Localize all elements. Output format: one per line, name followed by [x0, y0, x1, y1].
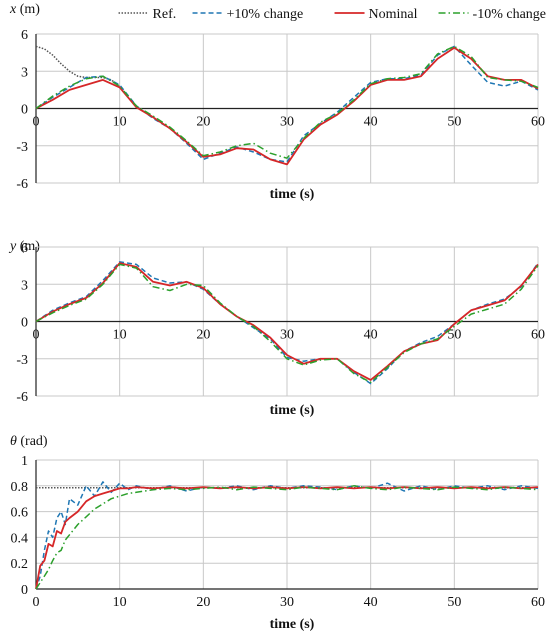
y-tick-label: -6: [16, 390, 28, 405]
x-tick-label: 20: [196, 115, 210, 130]
series-line-nominal: [35, 46, 539, 166]
x-tick-label: 50: [447, 328, 461, 343]
series-line-nominal: [35, 262, 539, 381]
y-tick-label: 0.2: [11, 557, 29, 572]
x-tick-label: 50: [447, 595, 461, 610]
x-tick-label: 60: [531, 328, 545, 343]
x-tick-label: 0: [33, 328, 40, 343]
x-axis-label: time (s): [270, 187, 315, 202]
x-tick-label: 40: [364, 115, 378, 130]
y-tick-label: -3: [16, 353, 28, 368]
x-tick-label: 40: [364, 595, 378, 610]
x-tick-label: 60: [531, 595, 545, 610]
x-tick-label: 20: [196, 595, 210, 610]
y-tick-label: 0: [21, 583, 28, 598]
x-axis-label: time (s): [270, 617, 315, 632]
x-axis-label: time (s): [270, 403, 315, 418]
y-axis-unit: (m): [16, 2, 40, 17]
y-axis-unit: (m): [16, 239, 40, 254]
y-axis-variable: y: [8, 239, 17, 254]
x-tick-label: 30: [280, 115, 294, 130]
series-line-10-change: [35, 45, 539, 163]
legend-label: Nominal: [369, 7, 418, 22]
y-tick-label: 3: [21, 278, 28, 293]
chart-panel-theta: θ (rad) time (s) 0 10 20 30 40 50 60 1 0.8 0.6 0.4…: [10, 434, 545, 632]
y-tick-label: 6: [21, 241, 28, 256]
series-line-10-change: [35, 263, 539, 384]
y-tick-label: 1: [21, 454, 28, 469]
y-axis-unit: (rad): [17, 434, 48, 449]
y-axis-label: θ (rad): [10, 434, 48, 449]
x-tick-label: 40: [364, 328, 378, 343]
y-axis-label: y (m): [8, 239, 40, 254]
y-tick-label: 6: [21, 28, 28, 43]
series-line-nominal: [35, 486, 539, 590]
series-line-10-change: [35, 45, 539, 159]
x-tick-label: 50: [447, 115, 461, 130]
y-axis-variable: x: [9, 2, 17, 17]
x-tick-label: 0: [33, 115, 40, 130]
x-tick-label: 10: [113, 595, 127, 610]
x-tick-label: 60: [531, 115, 545, 130]
x-tick-label: 30: [280, 328, 294, 343]
y-tick-label: 0: [21, 316, 28, 331]
legend: Ref. +10% change Nominal -10% change: [118, 7, 546, 22]
x-tick-label: 10: [113, 328, 127, 343]
y-tick-label: 3: [21, 65, 28, 80]
y-tick-label: 0.6: [11, 506, 29, 521]
legend-label: -10% change: [473, 7, 546, 22]
x-tick-label: 20: [196, 328, 210, 343]
y-tick-label: 0: [21, 103, 28, 118]
series-line-10-change: [35, 485, 539, 590]
y-tick-label: -3: [16, 140, 28, 155]
y-tick-label: -6: [16, 177, 28, 192]
x-tick-label: 0: [33, 595, 40, 610]
x-tick-label: 10: [113, 115, 127, 130]
y-axis-label: x (m): [9, 2, 40, 17]
y-tick-label: 0.8: [11, 480, 29, 495]
series-line-ref: [35, 45, 121, 87]
y-axis-variable: θ: [10, 434, 17, 449]
x-tick-label: 30: [280, 595, 294, 610]
y-tick-label: 0.4: [11, 531, 29, 546]
legend-label: +10% change: [227, 7, 304, 22]
legend-label: Ref.: [153, 7, 177, 22]
